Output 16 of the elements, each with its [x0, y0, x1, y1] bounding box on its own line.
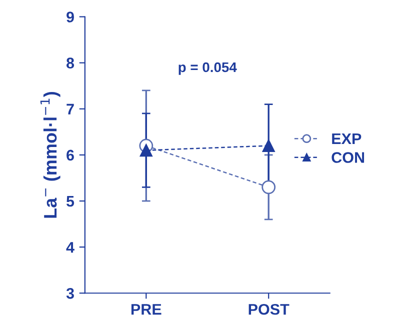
y-tick-label: 8	[66, 58, 74, 68]
y-tick-label: 9	[66, 12, 74, 22]
y-axis-title: La$^{−}$ (mmol·l$^{−1}$)	[40, 92, 60, 218]
y-tick-label: 4	[66, 242, 74, 253]
annotation: p = 0.054	[178, 62, 237, 75]
legend-label: EXP	[332, 133, 362, 144]
y-tick-label: 3	[66, 288, 74, 299]
x-tick-label: POST	[248, 304, 290, 315]
y-tick-label: 5	[66, 196, 74, 207]
y-tick-label: 6	[66, 150, 74, 161]
y-tick-label: 7	[66, 104, 74, 114]
point	[262, 180, 276, 194]
legend-label: CON	[332, 152, 364, 163]
point	[262, 139, 275, 152]
x-tick-label: PRE	[131, 304, 162, 315]
point	[140, 144, 152, 157]
